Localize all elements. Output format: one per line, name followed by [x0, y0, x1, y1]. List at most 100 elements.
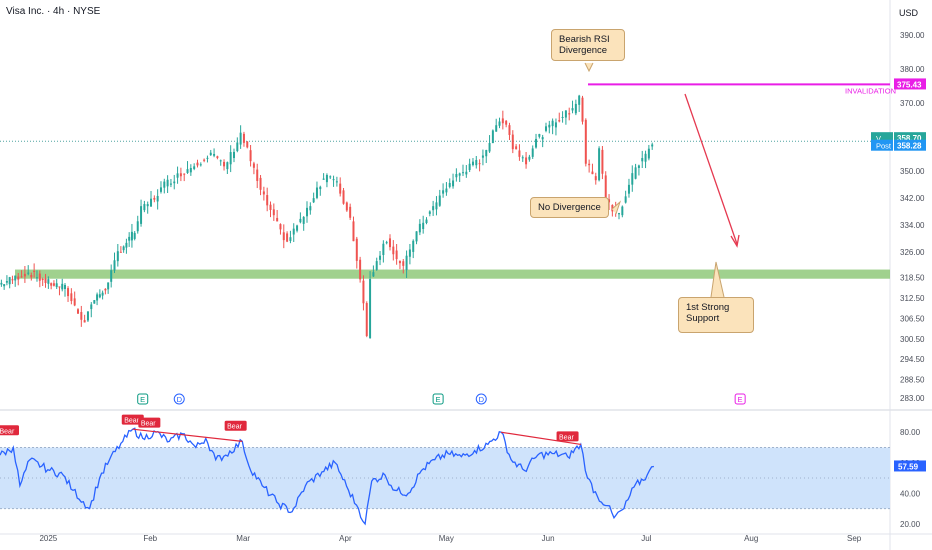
callout-pointer-rsi — [584, 62, 594, 73]
candle-body — [402, 261, 405, 266]
projection-arrow — [684, 93, 738, 245]
candle-body — [329, 176, 332, 178]
candle-body — [568, 113, 571, 115]
candle-body — [30, 275, 33, 278]
candle-body — [176, 173, 179, 178]
candle-body — [471, 161, 474, 166]
candle-body — [608, 199, 611, 203]
rsi-tick-label: 80.00 — [900, 428, 921, 437]
candle-body — [239, 132, 242, 145]
earnings-marker — [137, 393, 149, 405]
candle-body — [299, 218, 302, 223]
rsi-tick-label: 20.00 — [900, 520, 921, 529]
candle-body — [41, 279, 44, 281]
price-tick-label: 350.00 — [900, 167, 925, 176]
candle-body — [425, 219, 428, 224]
candle-body — [322, 178, 325, 180]
candle-body — [83, 320, 86, 323]
candle-body — [73, 298, 76, 306]
candle-body — [505, 120, 508, 125]
invalidation-price-badge: 375.43 — [897, 80, 922, 89]
candle-body — [101, 292, 104, 296]
bear-label-bg — [0, 425, 19, 436]
candle-body — [216, 156, 219, 158]
candle-body — [651, 144, 654, 147]
post-price-badge-bg — [894, 139, 926, 151]
rsi-tick-label: 40.00 — [900, 489, 921, 498]
candle-body — [634, 167, 637, 179]
candle-body — [47, 279, 50, 284]
candle-body — [130, 231, 133, 241]
candle-body — [438, 195, 441, 206]
bear-label: Bear — [0, 428, 15, 435]
time-tick-label: Mar — [236, 534, 250, 543]
candle-body — [478, 163, 481, 165]
candle-body — [96, 294, 99, 301]
candle-body — [93, 300, 96, 304]
candle-body — [279, 224, 282, 230]
candle-body — [515, 146, 518, 150]
bear-label: Bear — [124, 418, 139, 425]
candle-body — [156, 195, 159, 202]
candle-body — [578, 95, 581, 105]
candle-body — [186, 169, 189, 173]
candle-body — [38, 273, 41, 281]
candle-body — [345, 202, 348, 211]
annotation-bearish-rsi: Bearish RSI Divergence — [551, 29, 625, 61]
candle-body — [445, 188, 448, 193]
time-tick-label: May — [439, 534, 454, 543]
candle-body — [498, 121, 501, 126]
candle-body — [525, 157, 528, 165]
candle-body — [551, 120, 554, 127]
candle-body — [452, 180, 455, 187]
candle-body — [588, 163, 591, 166]
candle-body — [379, 255, 382, 260]
candle-body — [286, 233, 289, 242]
candle-body — [20, 276, 23, 278]
candle-body — [146, 204, 149, 207]
last-price-badge-prefix-bg — [871, 132, 893, 144]
event-marker-label: D — [479, 395, 485, 404]
candle-body — [538, 134, 541, 137]
event-marker-label: E — [738, 395, 743, 404]
candle-body — [276, 217, 279, 222]
candle-body — [624, 196, 627, 203]
candle-body — [282, 232, 285, 241]
candle-body — [302, 217, 305, 224]
time-tick-label: Apr — [339, 534, 352, 543]
candle-body — [110, 270, 113, 282]
annotation-first-support: 1st Strong Support — [678, 297, 754, 333]
candle-body — [621, 206, 624, 216]
candle-body — [644, 153, 647, 162]
candle-body — [418, 223, 421, 233]
candle-body — [388, 238, 391, 248]
candle-body — [564, 110, 567, 118]
candle-body — [159, 187, 162, 192]
candle-body — [541, 137, 544, 140]
price-tick-label: 380.00 — [900, 65, 925, 74]
candle-body — [183, 173, 186, 175]
candle-body — [591, 171, 594, 175]
candle-body — [272, 209, 275, 216]
candle-body — [86, 311, 89, 321]
event-marker-label: E — [436, 395, 441, 404]
candle-body — [35, 277, 38, 279]
candle-body — [319, 186, 322, 190]
candle-body — [153, 197, 156, 200]
candle-body — [213, 153, 216, 156]
time-tick-label: Feb — [143, 534, 157, 543]
candle-body — [104, 288, 107, 291]
candle-body — [325, 174, 328, 183]
candle-body — [219, 160, 222, 162]
post-price-badge-prefix: Post — [876, 142, 892, 151]
candle-body — [465, 171, 468, 175]
candle-body — [14, 275, 17, 281]
currency-label: USD — [898, 8, 918, 18]
bear-label-bg — [138, 417, 161, 428]
candle-body — [408, 249, 411, 257]
candle-body — [359, 259, 362, 280]
price-tick-label: 390.00 — [900, 31, 925, 40]
candle-body — [637, 165, 640, 168]
price-tick-label: 294.50 — [900, 355, 925, 364]
